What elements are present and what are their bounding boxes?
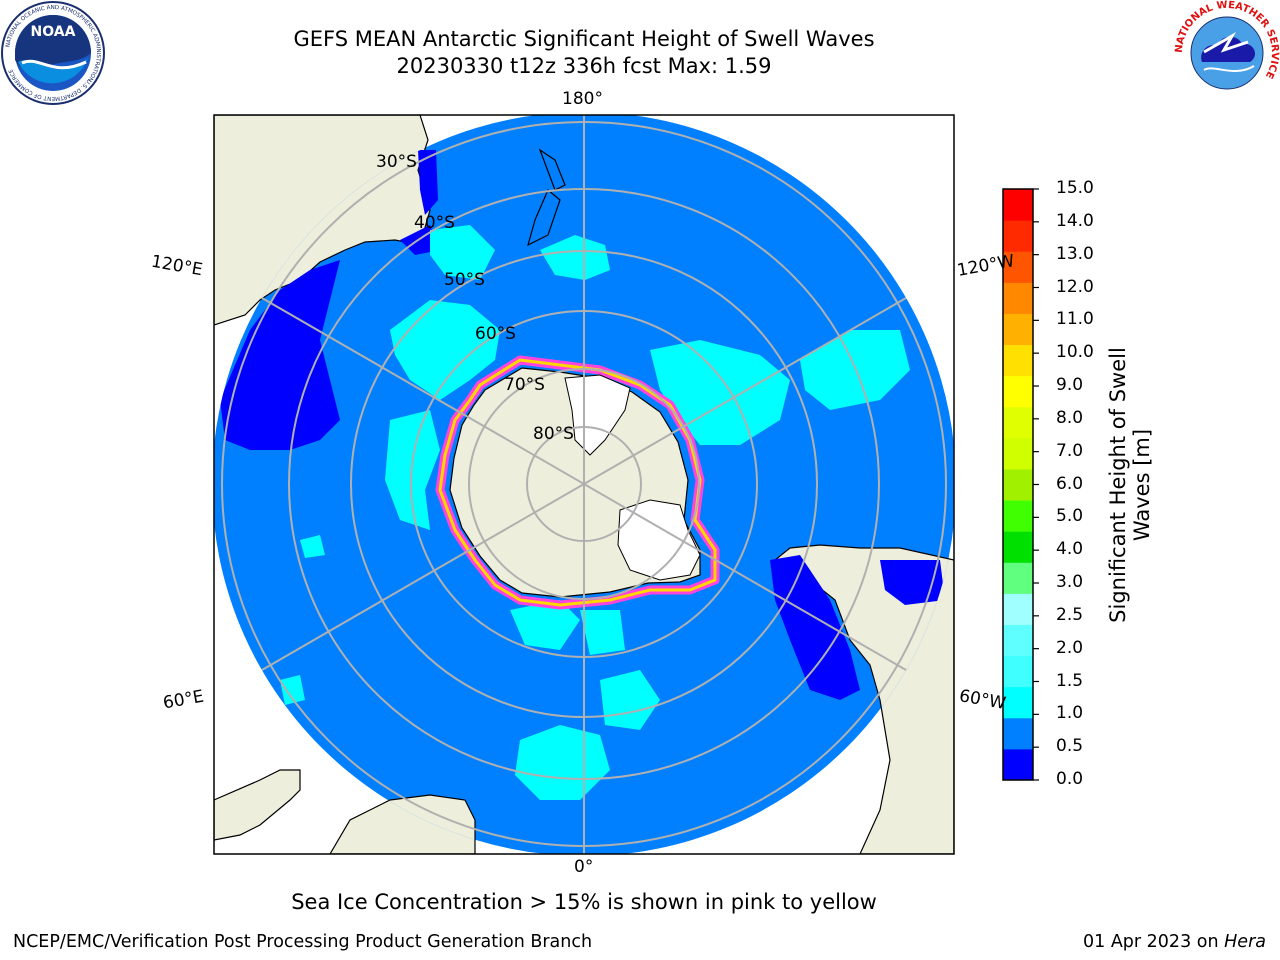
colorbar-tick-label: 14.0 [1056,210,1094,231]
lat-label-50s: 50°S [444,270,485,290]
colorbar-swatch [1003,282,1033,314]
chart-subtitle: 20230330 t12z 336h fcst Max: 1.59 [396,54,772,78]
noaa-logo: NOAA NATIONAL OCEANIC AND ATMOSPHERIC AD… [1,1,105,105]
colorbar-tick-label: 15.0 [1056,178,1094,198]
lat-label-40s: 40°S [414,213,455,233]
chart-title: GEFS MEAN Antarctic Significant Height o… [293,27,875,51]
colorbar-tick-label: 5.0 [1056,506,1084,527]
footer-branch: NCEP/EMC/Verification Post Processing Pr… [13,932,593,952]
ross-ice-shelf [564,374,631,456]
colorbar-swatch [1003,220,1033,252]
graticule [221,115,947,854]
colorbar-tick-label: 12.0 [1056,276,1094,297]
colorbar-tick-label: 6.0 [1056,473,1084,494]
lat-label-80s: 80°S [533,424,574,444]
colorbar-swatch [1003,468,1033,501]
colorbar-tick-label: 9.0 [1056,375,1084,395]
colorbar-tick-label: 10.0 [1056,342,1094,363]
colorbar-tick-label: 11.0 [1056,309,1094,330]
colorbar-tick-label: 4.0 [1056,539,1084,560]
lat-label-30s: 30°S [376,152,417,172]
colorbar-tick-label: 1.5 [1056,670,1084,691]
colorbar [1002,188,1039,781]
new-zealand-land [527,148,566,247]
africa-land [214,769,301,841]
colorbar-swatch [1003,686,1033,719]
colorbar-swatch [1003,251,1033,283]
low-swell-regions [220,150,945,700]
colorbar-tick-label: 0.5 [1056,736,1084,757]
colorbar-swatch [1003,717,1033,750]
colorbar-title: Significant Height of Swell Waves [m] [1106,347,1154,623]
colorbar-swatch [1003,593,1033,625]
nws-logo: NATIONAL WEATHER SERVICE [1174,0,1280,105]
colorbar-swatch [1003,406,1033,439]
colorbar-swatch [1003,375,1033,408]
lon-label-180: 180° [562,89,603,109]
colorbar-swatch [1003,189,1033,221]
map-frame [213,114,955,855]
mid-swell-regions [280,225,910,800]
colorbar-tick-label: 13.0 [1056,243,1094,264]
colorbar-swatch [1003,437,1033,470]
colorbar-swatch [1003,655,1033,688]
noaa-logo-text: NOAA [31,24,76,40]
lon-label-0: 0° [574,857,594,877]
colorbar-swatch [1003,313,1033,346]
colorbar-tick-label: 3.0 [1056,572,1084,592]
lat-label-60s: 60°S [475,324,516,344]
footer-date: 01 Apr 2023 on Hera [1083,932,1266,952]
colorbar-swatch [1003,500,1033,532]
colorbar-tick-label: 7.0 [1056,440,1084,461]
sea-ice-caption: Sea Ice Concentration > 15% is shown in … [291,890,877,914]
colorbar-tick-label: 2.0 [1056,637,1084,658]
colorbar-swatch [1003,562,1033,594]
colorbar-swatch [1003,748,1033,781]
colorbar-tick-label: 2.5 [1056,604,1084,625]
colorbar-tick-label: 0.0 [1056,769,1084,789]
colorbar-swatch [1003,344,1033,377]
lat-label-70s: 70°S [504,375,545,395]
footer-host: Hera [1224,932,1266,952]
colorbar-swatch [1003,624,1033,657]
colorbar-swatch [1003,531,1033,563]
sea-ice-edge-yellow [438,358,717,607]
footer-date-text: 01 Apr 2023 on [1083,932,1225,952]
colorbar-tick-label: 8.0 [1056,407,1084,428]
weddell-ice-shelf [617,499,701,581]
colorbar-tick-label: 1.0 [1056,703,1084,724]
